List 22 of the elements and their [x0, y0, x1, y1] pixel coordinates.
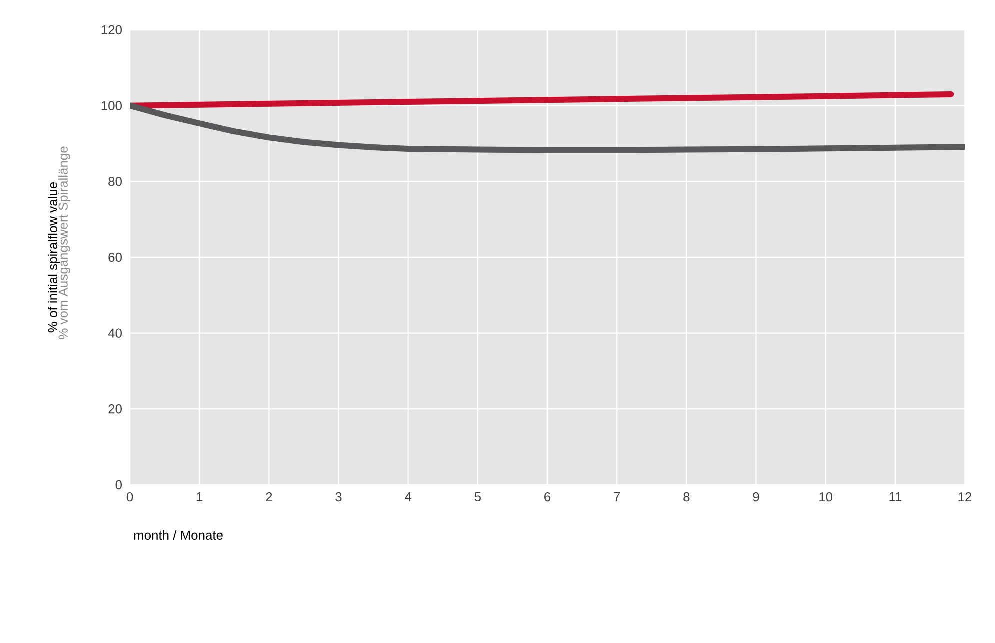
- y-tick-label: 40: [108, 328, 122, 338]
- x-tick-label: 3: [336, 492, 342, 502]
- y-tick-label: 80: [108, 177, 122, 186]
- x-tick-label: 6: [544, 492, 551, 502]
- x-tick-label: 1: [196, 492, 203, 502]
- x-tick-label: 10: [820, 492, 833, 502]
- y-tick-label: 20: [108, 404, 122, 414]
- x-tick-label: 8: [684, 492, 690, 502]
- x-tick-label: 4: [405, 492, 412, 502]
- x-tick-label: 12: [958, 492, 972, 502]
- text: % vom Ausgangswert Spirallänge: [58, 146, 70, 340]
- y-tick-label: 0: [116, 480, 122, 490]
- x-tick-label: 11: [890, 492, 902, 502]
- y-tick-label: 60: [108, 252, 122, 262]
- x-tick-label: 5: [474, 492, 481, 502]
- y-tick-label: 100: [102, 101, 122, 110]
- x-tick-label: 9: [753, 492, 760, 502]
- x-tick-label: 0: [126, 492, 134, 502]
- x-tick-label: 2: [266, 492, 272, 502]
- x-axis-title: month / Monate: [134, 530, 223, 540]
- y-tick-label: 120: [102, 25, 122, 35]
- x-tick-label: 7: [614, 492, 620, 502]
